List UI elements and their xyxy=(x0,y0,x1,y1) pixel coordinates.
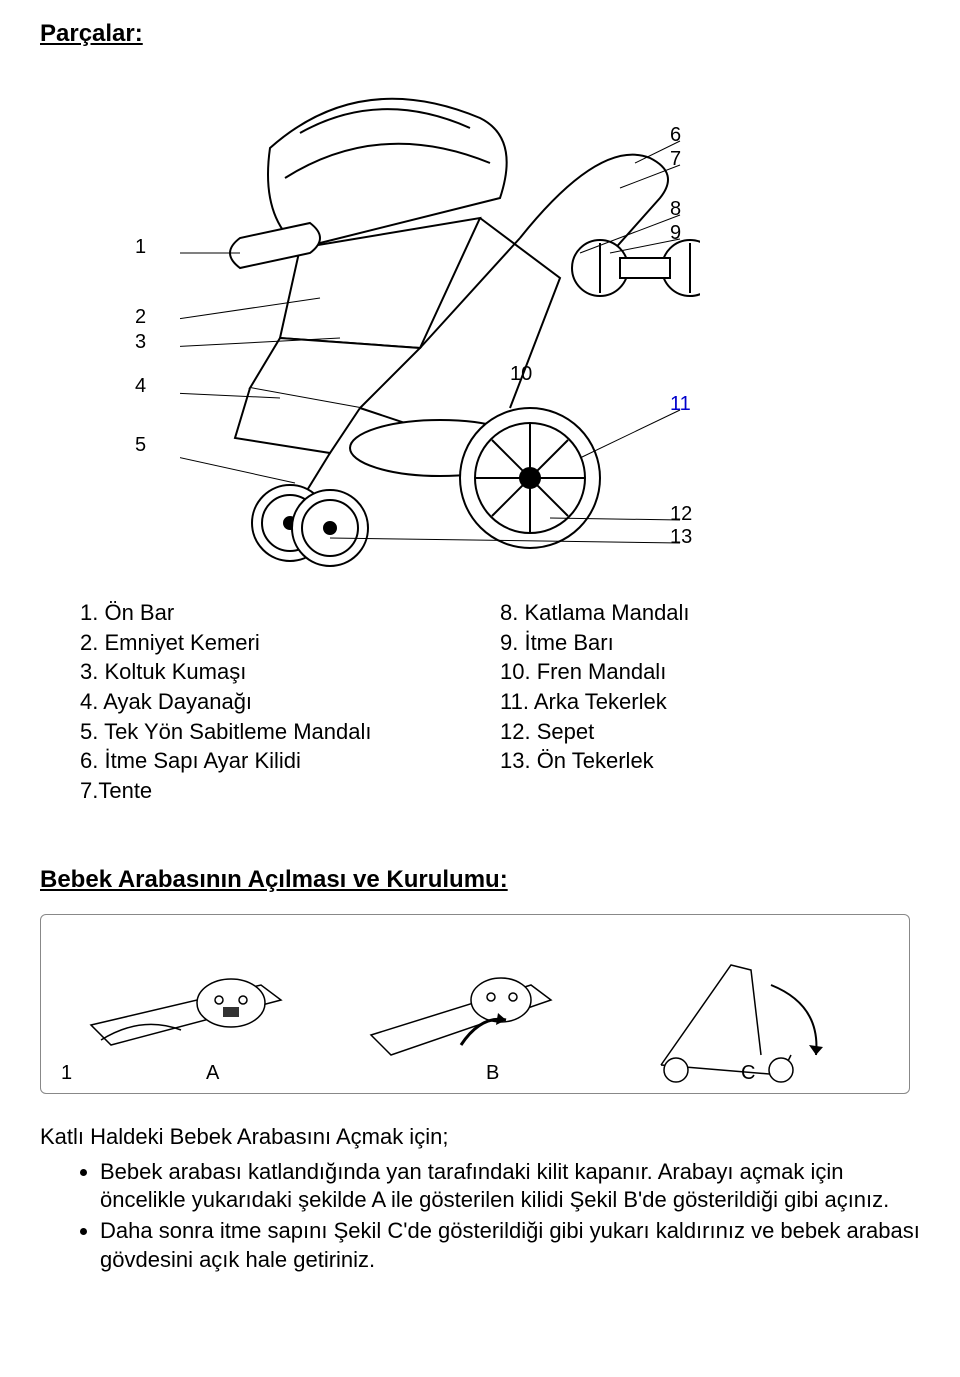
parts-heading: Parçalar: xyxy=(40,20,920,48)
stroller-drawing xyxy=(180,78,700,578)
stroller-diagram-area: 1 2 3 4 5 6 7 8 9 10 11 12 13 xyxy=(80,68,920,578)
unfold-figure: 1 A B C xyxy=(40,914,910,1094)
callout-8: 8 xyxy=(670,198,681,221)
callout-6: 6 xyxy=(670,124,681,147)
part-8: 8. Katlama Mandalı xyxy=(500,598,690,628)
figure-label-b: B xyxy=(486,1062,499,1085)
callout-2: 2 xyxy=(135,306,146,329)
figure-label-a: A xyxy=(206,1062,219,1085)
part-12: 12. Sepet xyxy=(500,717,690,747)
figure-label-1: 1 xyxy=(61,1062,72,1085)
part-1: 1. Ön Bar xyxy=(80,598,500,628)
bullet-2: Daha sonra itme sapını Şekil C'de göster… xyxy=(100,1217,920,1274)
instruction-bullets: Bebek arabası katlandığında yan tarafınd… xyxy=(40,1158,920,1274)
callout-7: 7 xyxy=(670,148,681,171)
callout-12: 12 xyxy=(670,503,692,526)
part-11: 11. Arka Tekerlek xyxy=(500,687,690,717)
setup-heading: Bebek Arabasının Açılması ve Kurulumu: xyxy=(40,866,920,894)
unfold-drawing xyxy=(41,915,911,1095)
callout-13: 13 xyxy=(670,526,692,549)
parts-col-left: 1. Ön Bar 2. Emniyet Kemeri 3. Koltuk Ku… xyxy=(80,598,500,806)
parts-col-right: 8. Katlama Mandalı 9. İtme Barı 10. Fren… xyxy=(500,598,690,806)
instruction-title: Katlı Haldeki Bebek Arabasını Açmak için… xyxy=(40,1124,920,1150)
callout-11: 11 xyxy=(670,393,691,416)
callout-1: 1 xyxy=(135,236,146,259)
part-7: 7.Tente xyxy=(80,776,500,806)
part-13: 13. Ön Tekerlek xyxy=(500,746,690,776)
part-2: 2. Emniyet Kemeri xyxy=(80,628,500,658)
callout-3: 3 xyxy=(135,331,146,354)
callout-4: 4 xyxy=(135,375,146,398)
parts-list: 1. Ön Bar 2. Emniyet Kemeri 3. Koltuk Ku… xyxy=(80,598,920,806)
part-6: 6. İtme Sapı Ayar Kilidi xyxy=(80,746,500,776)
figure-label-c: C xyxy=(741,1062,755,1085)
bullet-1: Bebek arabası katlandığında yan tarafınd… xyxy=(100,1158,920,1215)
callout-5: 5 xyxy=(135,434,146,457)
callout-10: 10 xyxy=(510,363,532,386)
part-9: 9. İtme Barı xyxy=(500,628,690,658)
part-3: 3. Koltuk Kumaşı xyxy=(80,657,500,687)
part-5: 5. Tek Yön Sabitleme Mandalı xyxy=(80,717,500,747)
part-4: 4. Ayak Dayanağı xyxy=(80,687,500,717)
callout-9: 9 xyxy=(670,222,681,245)
part-10: 10. Fren Mandalı xyxy=(500,657,690,687)
